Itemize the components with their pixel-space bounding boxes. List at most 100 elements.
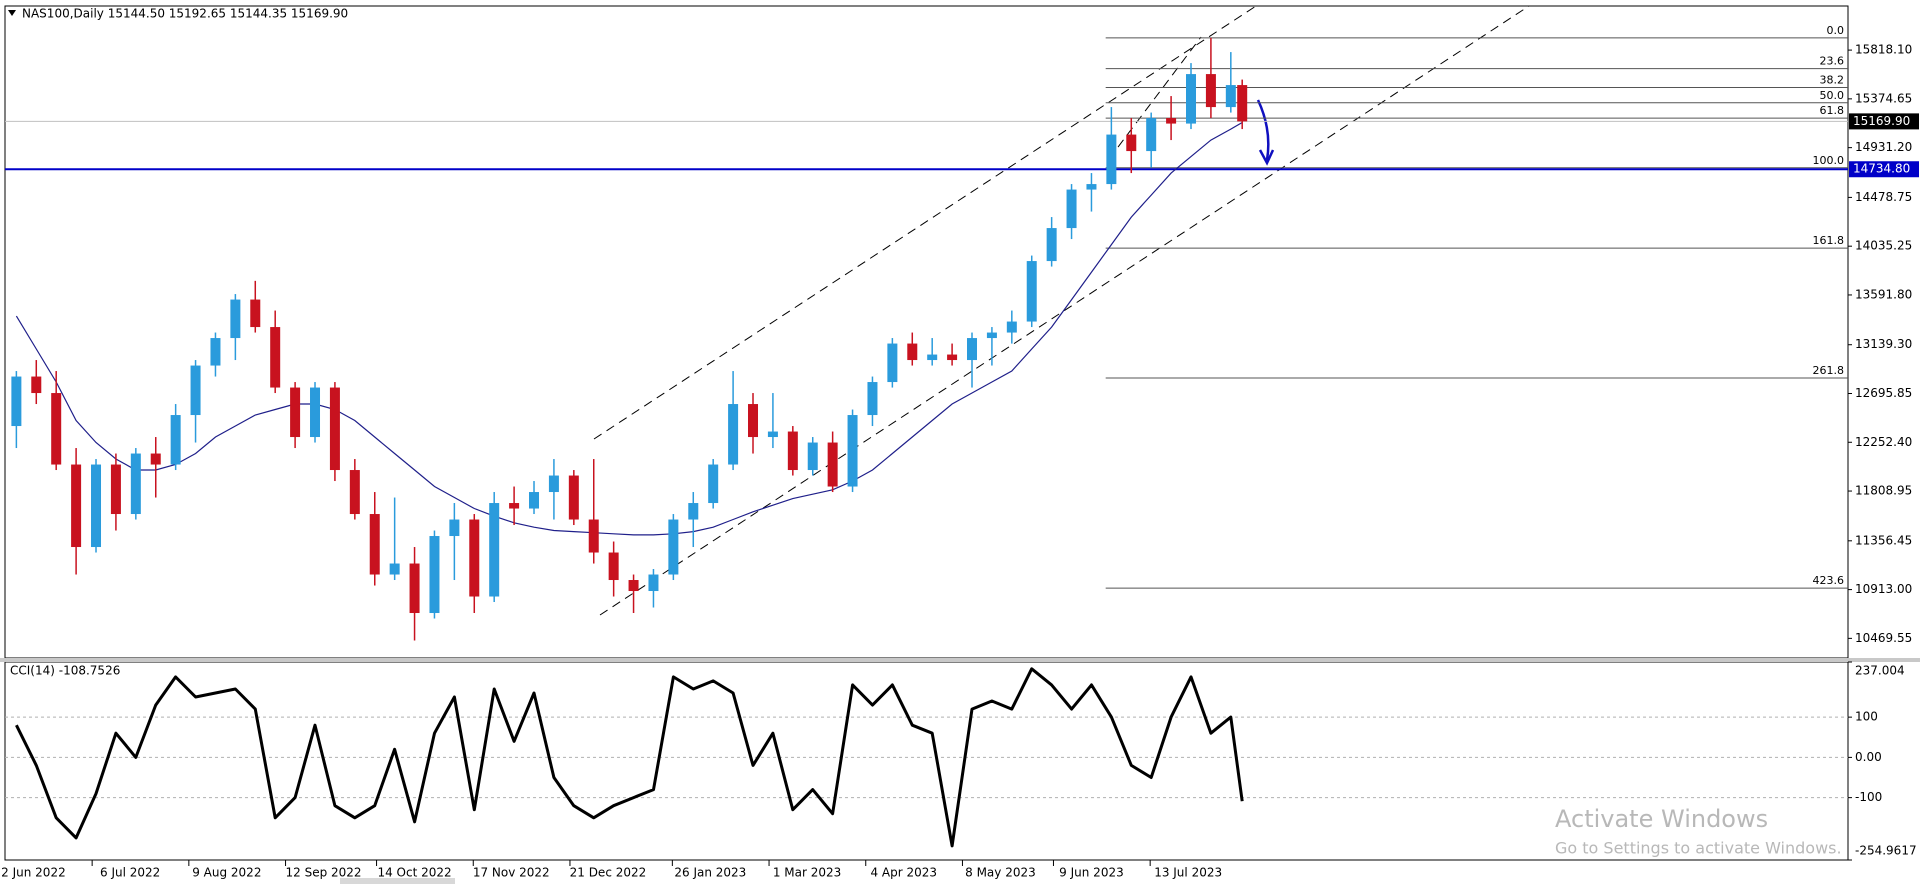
candle-body	[1046, 228, 1057, 262]
fib-label: 50.0	[1820, 89, 1845, 102]
x-tick-label: 26 Jan 2023	[674, 866, 746, 880]
candle-body	[130, 453, 141, 515]
y-tick-label: 237.004	[1855, 664, 1905, 678]
candle-body	[110, 464, 121, 515]
watermark-title: Activate Windows	[1555, 805, 1768, 833]
y-tick-label: 13139.30	[1855, 337, 1912, 351]
candle-body	[329, 387, 340, 471]
x-tick-label: 13 Jul 2023	[1154, 866, 1222, 880]
watermark-text: Go to Settings to activate Windows.	[1555, 839, 1842, 858]
candle-body	[787, 431, 798, 471]
support-box	[1849, 161, 1919, 178]
candle-body	[509, 503, 520, 509]
candle-body	[1186, 74, 1197, 124]
candle-body	[688, 503, 699, 520]
candle-body	[1166, 118, 1177, 124]
candle-body	[190, 365, 201, 416]
arrow	[1256, 99, 1270, 161]
x-tick-label: 6 Jul 2022	[100, 866, 160, 880]
y-tick-label: -254.9617	[1855, 844, 1917, 858]
channel-inner	[1108, 36, 1202, 160]
support-box-label: 14734.80	[1853, 162, 1910, 176]
candle-body	[429, 536, 440, 614]
y-tick-label: 12695.85	[1855, 386, 1912, 400]
arrow-head	[1258, 149, 1275, 166]
x-tick-label: 4 Apr 2023	[870, 866, 937, 880]
candle-body	[1225, 85, 1236, 108]
y-tick-label: 14931.20	[1855, 140, 1912, 154]
panel-separator	[0, 658, 1920, 662]
fib-label: 161.8	[1813, 234, 1845, 247]
candle-body	[51, 393, 62, 465]
fib-label: 0.0	[1827, 24, 1845, 37]
candle-body	[1106, 134, 1117, 185]
y-tick-label: 13591.80	[1855, 287, 1912, 301]
y-tick-label: 12252.40	[1855, 435, 1912, 449]
x-tick-label: 2 Jun 2022	[1, 866, 66, 880]
candle-body	[548, 475, 559, 493]
candle-body	[409, 563, 420, 614]
candle-body	[210, 338, 221, 366]
candle-body	[290, 387, 301, 438]
candle-body	[1237, 85, 1248, 122]
candle-body	[708, 464, 719, 504]
candle-body	[91, 464, 102, 548]
y-tick-label: 15374.65	[1855, 91, 1912, 105]
y-tick-label: 15818.10	[1855, 43, 1912, 57]
fib-label: 100.0	[1813, 154, 1845, 167]
fib-label: 23.6	[1820, 55, 1845, 68]
candle-body	[11, 376, 22, 427]
channel-lower	[599, 5, 1530, 616]
candle-body	[170, 415, 181, 465]
candle-body	[529, 492, 540, 509]
x-tick-label: 14 Oct 2022	[377, 866, 451, 880]
candle-body	[748, 404, 759, 438]
collapse-icon[interactable]	[8, 10, 16, 16]
candle-body	[270, 327, 281, 388]
y-tick-label: 10469.55	[1855, 631, 1912, 645]
candle-body	[1126, 134, 1137, 152]
candle-body	[847, 415, 858, 487]
candle-body	[469, 519, 480, 597]
candle-body	[369, 514, 380, 575]
candle-body	[967, 338, 978, 361]
candle-body	[568, 475, 579, 520]
indicator-title: CCI(14) -108.7526	[10, 664, 120, 678]
candle-body	[867, 382, 878, 416]
x-tick-label: 12 Sep 2022	[286, 866, 362, 880]
fib-label: 423.6	[1813, 574, 1845, 587]
candle-body	[807, 442, 818, 471]
candle-body	[628, 580, 639, 592]
trendlines	[593, 5, 1530, 616]
candle-body	[1006, 321, 1017, 333]
x-tick-label: 8 May 2023	[965, 866, 1036, 880]
y-tick-label: 10913.00	[1855, 582, 1912, 596]
candle-body	[887, 343, 898, 383]
fib-label: 38.2	[1820, 74, 1845, 87]
y-tick-label: 100	[1855, 710, 1878, 724]
candle-body	[31, 376, 42, 394]
fib-label: 261.8	[1813, 364, 1845, 377]
x-tick-label: 9 Aug 2022	[192, 866, 261, 880]
y-tick-label: 0.00	[1855, 750, 1882, 764]
candle-body	[927, 354, 938, 361]
candle-body	[310, 387, 321, 438]
moving-average	[15, 121, 1243, 536]
plot-layer: 15818.10 15374.65 14931.20 14478.75 14035.25…	[1, 24, 1919, 880]
candle-body	[71, 464, 82, 548]
x-tick-label: 17 Nov 2022	[473, 866, 550, 880]
candle-body	[1205, 74, 1216, 108]
cci-line	[15, 667, 1244, 848]
y-tick-label: 14035.25	[1855, 239, 1912, 253]
candle-body	[728, 404, 739, 465]
y-tick-label: -100	[1855, 790, 1882, 804]
x-tick-label: 9 Jun 2023	[1059, 866, 1124, 880]
candle-body	[389, 563, 400, 575]
x-tick-label: 1 Mar 2023	[773, 866, 841, 880]
candle-body	[986, 332, 997, 339]
candle-body	[608, 552, 619, 581]
candle-body	[1026, 261, 1037, 322]
channel-upper	[593, 5, 1257, 440]
